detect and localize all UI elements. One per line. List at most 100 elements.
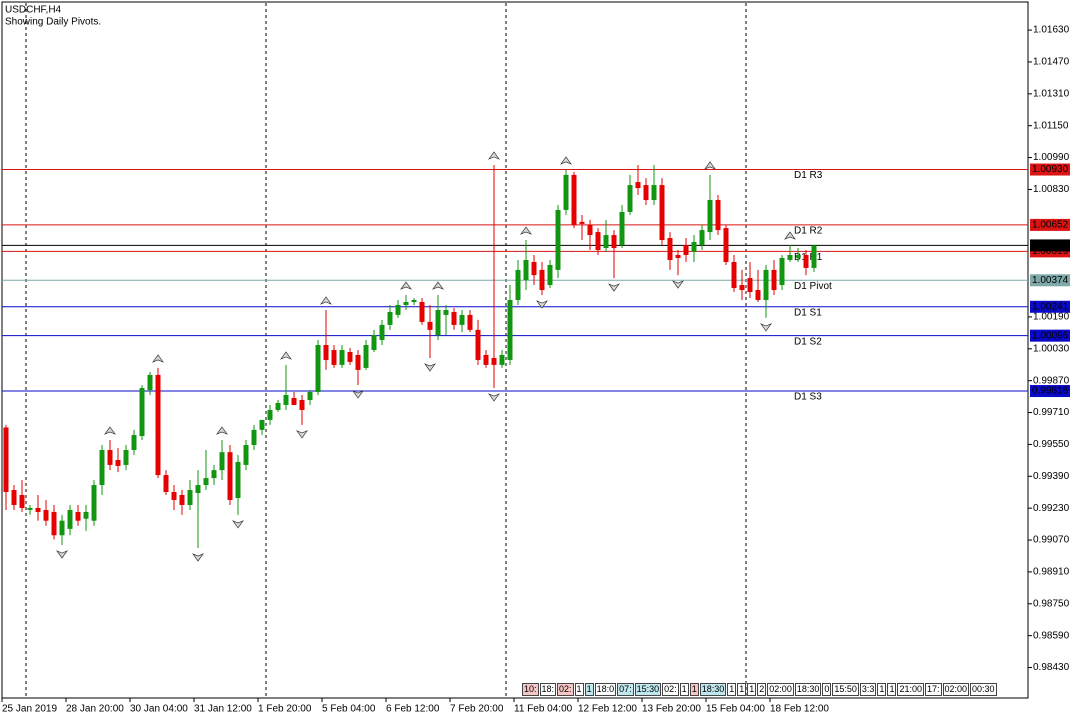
x-tick-label: 1 Feb 20:00 <box>258 704 312 715</box>
candle-body <box>195 485 201 494</box>
candle-body <box>747 278 753 293</box>
candle-body <box>371 335 377 350</box>
candle-body <box>291 398 297 405</box>
candle-body <box>83 511 89 519</box>
candle-body <box>491 357 497 365</box>
fractal-up <box>216 426 228 435</box>
candle-body <box>51 511 57 536</box>
session-box: 02:00 <box>767 683 794 696</box>
fractal-down <box>488 393 500 402</box>
candle-body <box>451 311 457 325</box>
candle-body <box>155 374 161 476</box>
candle-body <box>539 269 545 291</box>
candle-body <box>347 351 353 362</box>
candle-body <box>227 452 233 500</box>
x-tick-label: 30 Jan 04:00 <box>130 704 188 715</box>
level-tag-label: 1.00241 <box>1032 301 1069 312</box>
y-tick-label: 0.99230 <box>1033 503 1070 514</box>
fractal-up <box>280 351 292 360</box>
fractal-up <box>104 426 116 435</box>
session-box: 1 <box>689 683 699 696</box>
session-box: 18: <box>539 683 557 696</box>
candle-body <box>435 309 441 336</box>
level-tag <box>1030 300 1070 313</box>
y-tick-label: 0.99550 <box>1033 439 1070 450</box>
candle-body <box>427 321 433 330</box>
candle-body <box>587 224 593 236</box>
candle-body <box>123 449 129 465</box>
candle-body <box>267 409 273 420</box>
candle-body <box>363 345 369 368</box>
current-price-tag <box>1030 239 1070 252</box>
candle-body <box>115 459 121 466</box>
candle-body <box>171 492 177 500</box>
candle-body <box>131 435 137 450</box>
y-tick-label: 0.98590 <box>1033 630 1070 641</box>
candle-body <box>635 182 641 189</box>
level-tag-label: 0.99818 <box>1032 386 1069 397</box>
candle-body <box>323 345 329 360</box>
fractal-down <box>672 280 684 289</box>
x-tick-label: 5 Feb 04:00 <box>322 704 376 715</box>
candle-body <box>459 314 465 325</box>
candle-body <box>579 221 585 224</box>
candle-body <box>595 232 601 251</box>
session-box: 1 <box>877 683 887 696</box>
candle-body <box>19 495 25 508</box>
candle-body <box>307 392 313 400</box>
fractal-down <box>352 390 364 399</box>
candle-body <box>547 264 553 286</box>
candle-body <box>339 350 345 365</box>
session-box: 02: <box>662 683 679 696</box>
candle-body <box>603 235 609 249</box>
candle-body <box>59 520 65 536</box>
candle-body <box>259 419 265 430</box>
y-tick-label: 0.98750 <box>1033 598 1070 609</box>
candle-body <box>243 445 249 465</box>
chart-subtitle: Showing Daily Pivots. <box>5 17 101 28</box>
candle-body <box>787 254 793 260</box>
level-tag <box>1030 218 1070 231</box>
x-tick-label: 13 Feb 20:00 <box>642 704 701 715</box>
session-box: 1 <box>747 683 757 696</box>
candle-body <box>467 314 473 330</box>
fractal-up <box>704 161 716 170</box>
session-box: 02:00 <box>942 683 970 696</box>
candle-body <box>283 395 289 405</box>
fractal-up <box>432 281 444 290</box>
candle-body <box>139 388 145 437</box>
candle-body <box>395 304 401 315</box>
candle-body <box>499 354 505 365</box>
candle-body <box>675 254 681 258</box>
level-tag <box>1030 385 1070 398</box>
session-box: 02: <box>557 683 574 696</box>
candle-body <box>707 200 713 233</box>
candle-body <box>571 174 577 225</box>
y-tick-label: 1.00030 <box>1033 343 1070 354</box>
candle-body <box>379 324 385 341</box>
fractal-up <box>488 151 500 160</box>
session-box: 07: <box>617 683 634 696</box>
candle-body <box>419 301 425 322</box>
fractal-down <box>424 363 436 372</box>
candle-body <box>627 185 633 212</box>
candle-body <box>475 329 481 360</box>
candle-body <box>403 301 409 305</box>
y-tick-label: 0.98910 <box>1033 567 1070 578</box>
fractal-down <box>536 300 548 309</box>
y-tick-label: 0.99710 <box>1033 407 1070 418</box>
y-tick-label: 1.01150 <box>1033 120 1069 131</box>
y-tick-label: 0.99390 <box>1033 471 1070 482</box>
candle-body <box>811 245 817 268</box>
fractal-up <box>320 296 332 305</box>
session-box: 00:30 <box>970 683 997 696</box>
session-box: 1 <box>737 683 747 696</box>
session-box: 3:3 <box>859 683 877 696</box>
candle-body <box>563 174 569 210</box>
level-name: D1 S1 <box>794 307 822 318</box>
fractal-up <box>520 226 532 235</box>
level-tag-label: 1.00096 <box>1032 330 1069 341</box>
fractal-up <box>560 156 572 165</box>
candle-body <box>779 257 785 286</box>
